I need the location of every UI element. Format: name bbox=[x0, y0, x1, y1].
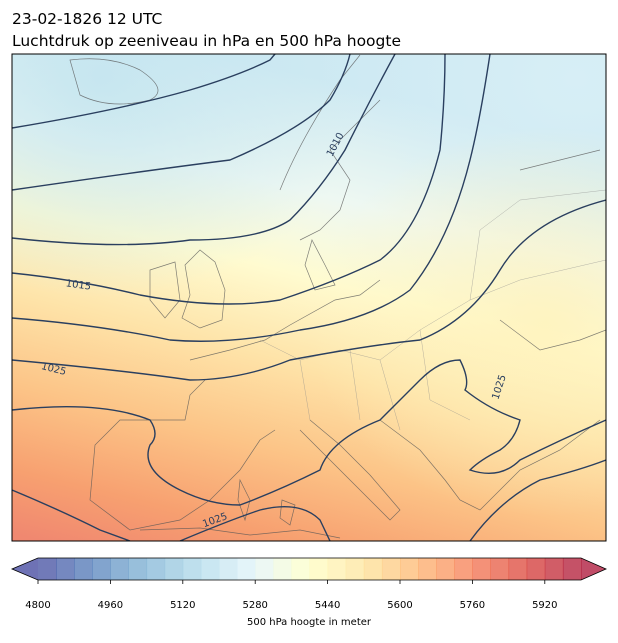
colorbar-segment bbox=[508, 558, 528, 580]
coastline bbox=[69, 58, 159, 105]
map-frame bbox=[11, 53, 607, 542]
colorbar-segment bbox=[454, 558, 473, 580]
coastline bbox=[237, 478, 296, 526]
isobar bbox=[12, 54, 446, 305]
colorbar-segment bbox=[544, 558, 564, 580]
coastline bbox=[181, 249, 226, 329]
coastline bbox=[499, 149, 606, 351]
field-overlay bbox=[12, 54, 606, 541]
colorbar-segment bbox=[273, 558, 292, 580]
coastline bbox=[149, 261, 181, 319]
coastline bbox=[379, 419, 601, 511]
colorbar-segment bbox=[309, 558, 329, 580]
colorbar-segment bbox=[490, 558, 510, 580]
colorbar-segment bbox=[182, 558, 202, 580]
colorbar-tick-label: 5440 bbox=[315, 600, 340, 611]
colorbar-segment bbox=[472, 558, 491, 580]
colorbar-tick-label: 4960 bbox=[98, 600, 123, 611]
colorbar: 4800 4960 5120 5280 5440 5600 5760 5920 bbox=[10, 557, 607, 611]
colorbar-tick-label: 5920 bbox=[532, 600, 557, 611]
colorbar-segment bbox=[562, 558, 582, 580]
colorbar-segment bbox=[327, 558, 347, 580]
map: 1010 1015 1025 1025 1025 bbox=[12, 54, 606, 541]
isobar bbox=[12, 489, 331, 541]
colorbar-segment bbox=[363, 558, 383, 580]
coastline bbox=[189, 279, 381, 361]
colorbar-segment bbox=[400, 558, 419, 580]
colorbar-segment bbox=[418, 558, 437, 580]
colorbar-segment bbox=[219, 558, 238, 580]
colorbar-tick-label: 5600 bbox=[387, 600, 412, 611]
colorbar-segment bbox=[381, 558, 401, 580]
isobar bbox=[12, 54, 491, 342]
colorbar-segment bbox=[110, 558, 129, 580]
colorbar-segment bbox=[200, 558, 220, 580]
colorbar-tick-label: 5120 bbox=[170, 600, 195, 611]
isobar bbox=[12, 359, 606, 506]
colorbar-segment bbox=[74, 558, 93, 580]
coastline bbox=[299, 419, 401, 521]
colorbar-segment bbox=[291, 558, 310, 580]
contour-label: 1015 bbox=[65, 278, 92, 292]
colorbar-segment bbox=[146, 558, 166, 580]
coastline bbox=[89, 379, 276, 531]
colorbar-tick-label: 4800 bbox=[25, 600, 50, 611]
colorbar-segment bbox=[164, 558, 184, 580]
isobar bbox=[12, 54, 276, 129]
isobar bbox=[12, 199, 606, 381]
colorbar-segment bbox=[128, 558, 148, 580]
colorbar-segment bbox=[237, 558, 256, 580]
colorbar-segment bbox=[38, 558, 57, 580]
coastline bbox=[304, 239, 336, 291]
isobar bbox=[12, 54, 351, 191]
colorbar-extend bbox=[581, 558, 606, 580]
colorbar-segment bbox=[255, 558, 274, 580]
map-subtitle: Luchtdruk op zeeniveau in hPa en 500 hPa… bbox=[12, 32, 401, 50]
colorbar-segment bbox=[56, 558, 75, 580]
isobar bbox=[469, 459, 606, 541]
colorbar-label: 500 hPa hoogte in meter bbox=[247, 617, 372, 628]
colorbar-extend bbox=[12, 558, 38, 580]
coastline bbox=[139, 527, 341, 539]
colorbar-segment bbox=[92, 558, 111, 580]
colorbar-tick-label: 5280 bbox=[242, 600, 267, 611]
colorbar-segment bbox=[436, 558, 455, 580]
colorbar-segment bbox=[526, 558, 546, 580]
colorbar-segment bbox=[345, 558, 365, 580]
border bbox=[259, 189, 606, 431]
map-title: 23-02-1826 12 UTC bbox=[12, 10, 162, 28]
isobar bbox=[12, 54, 396, 246]
colorbar-tick-label: 5760 bbox=[460, 600, 485, 611]
